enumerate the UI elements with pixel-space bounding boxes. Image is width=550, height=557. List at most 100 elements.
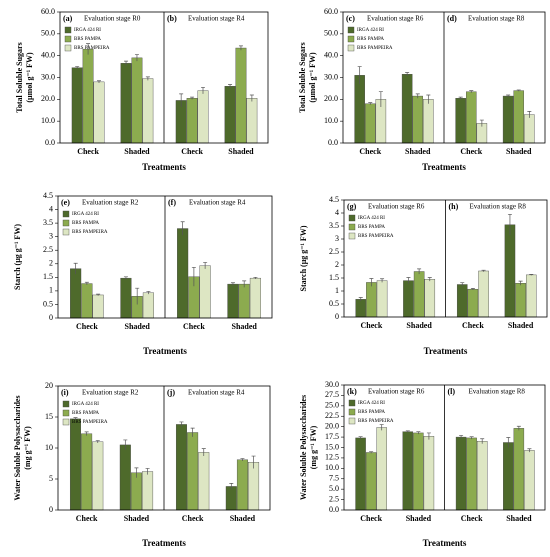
y-tick-label: 4.5 xyxy=(329,195,339,204)
y-tick-label: 0.0 xyxy=(45,138,55,147)
error-bar xyxy=(251,455,256,469)
x-axis-label: Treatments xyxy=(142,162,186,172)
error-bar xyxy=(73,262,78,275)
y-axis-label: (mg g⁻¹ FW) xyxy=(23,426,32,470)
legend-label: IRGA 424 RI xyxy=(357,28,384,33)
error-bar xyxy=(96,293,101,296)
x-tick-label: Check xyxy=(76,514,98,523)
x-tick-label: Check xyxy=(76,322,98,331)
bar xyxy=(513,90,524,144)
bar xyxy=(225,486,237,511)
error-bar xyxy=(179,93,184,107)
x-tick-label: Shaded xyxy=(124,514,150,523)
y-tick-label: 20.0 xyxy=(41,94,55,103)
y-tick-label: 1.5 xyxy=(43,272,53,281)
bar xyxy=(236,459,248,511)
bar xyxy=(177,228,189,319)
error-bar xyxy=(203,262,208,269)
error-bar xyxy=(358,436,363,440)
legend-swatch xyxy=(348,417,356,425)
bar xyxy=(476,441,488,511)
legend-label: BRS PAMPA xyxy=(358,410,385,415)
error-bar xyxy=(405,430,410,433)
bar xyxy=(413,432,424,511)
x-axis-label: Treatments xyxy=(143,346,187,356)
x-tick-label: Check xyxy=(361,321,383,330)
x-tick-label: Shaded xyxy=(508,321,534,330)
bar xyxy=(93,81,105,144)
y-tick-label: 50.0 xyxy=(324,29,338,38)
bar xyxy=(502,95,514,144)
y-tick-label: 12.5 xyxy=(325,453,339,462)
bar xyxy=(467,288,479,318)
plot-frame xyxy=(343,384,546,511)
x-tick-label: Shaded xyxy=(124,147,150,156)
y-tick-label: 10.0 xyxy=(41,116,55,125)
legend-label: BRS PAMPEIRA xyxy=(72,230,108,235)
bar xyxy=(70,268,82,319)
bar xyxy=(423,436,435,511)
bar xyxy=(248,462,260,511)
legend-swatch xyxy=(348,408,356,416)
y-tick-label: 4 xyxy=(49,204,53,213)
legend-swatch xyxy=(62,228,70,236)
bar xyxy=(142,78,154,144)
x-tick-label: Shaded xyxy=(506,147,532,156)
panel-label: (g) xyxy=(347,202,357,211)
y-tick-label: 5.0 xyxy=(329,484,339,493)
panel-stage: Evaluation stage R4 xyxy=(189,199,246,207)
y-tick-label: 2.5 xyxy=(329,494,339,503)
y-tick-label: 60.0 xyxy=(41,7,55,16)
error-bar xyxy=(357,66,362,85)
bar xyxy=(478,270,489,318)
bar xyxy=(197,90,209,144)
y-tick-label: 30.0 xyxy=(325,380,339,389)
panel-label: (k) xyxy=(347,387,357,396)
y-tick-label: 0 xyxy=(49,505,53,514)
y-tick-label: 2.5 xyxy=(43,245,53,254)
bar xyxy=(424,279,436,318)
bar xyxy=(413,271,425,318)
legend-swatch xyxy=(62,409,70,417)
error-bar xyxy=(124,60,129,66)
x-tick-label: Shaded xyxy=(405,147,431,156)
legend-label: IRGA 424 RI xyxy=(358,401,385,406)
bar xyxy=(71,67,83,144)
error-bar xyxy=(190,96,195,100)
error-bar xyxy=(458,96,463,100)
bar xyxy=(456,284,468,318)
bar xyxy=(354,75,365,144)
error-bar xyxy=(190,427,195,437)
legend-label: BRS PAMPEIRA xyxy=(357,46,393,51)
panel-stage: Evaluation stage R6 xyxy=(367,15,424,23)
x-tick-label: Check xyxy=(181,147,203,156)
error-bar xyxy=(123,276,128,280)
panel-label: (e) xyxy=(61,198,70,207)
error-bar xyxy=(427,277,432,282)
panel-stage: Evaluation stage R8 xyxy=(468,15,525,23)
y-axis-label: Total Soluble Sugars xyxy=(15,42,24,112)
panel-label: (l) xyxy=(448,387,456,396)
y-tick-label: 10.0 xyxy=(324,116,338,125)
bar xyxy=(423,99,434,144)
panel-stage: Evaluation stage R6 xyxy=(368,203,425,211)
panel-stage: Evaluation stage R4 xyxy=(188,389,245,397)
y-tick-label: 1 xyxy=(335,286,339,295)
y-tick-label: 3.5 xyxy=(43,218,53,227)
error-bar xyxy=(123,439,128,450)
error-bar xyxy=(180,221,185,236)
legend-swatch xyxy=(347,26,355,34)
legend-swatch xyxy=(64,26,72,34)
bar xyxy=(198,452,210,511)
error-bar xyxy=(380,278,385,283)
plot-frame xyxy=(343,199,548,318)
bar xyxy=(235,47,247,144)
x-tick-label: Shaded xyxy=(230,514,256,523)
error-bar xyxy=(135,287,140,305)
y-tick-label: 10 xyxy=(45,443,53,452)
bar xyxy=(131,57,143,144)
error-bar xyxy=(73,417,78,421)
error-bar xyxy=(228,84,233,88)
y-tick-label: 2 xyxy=(49,259,53,268)
bar xyxy=(142,292,154,319)
